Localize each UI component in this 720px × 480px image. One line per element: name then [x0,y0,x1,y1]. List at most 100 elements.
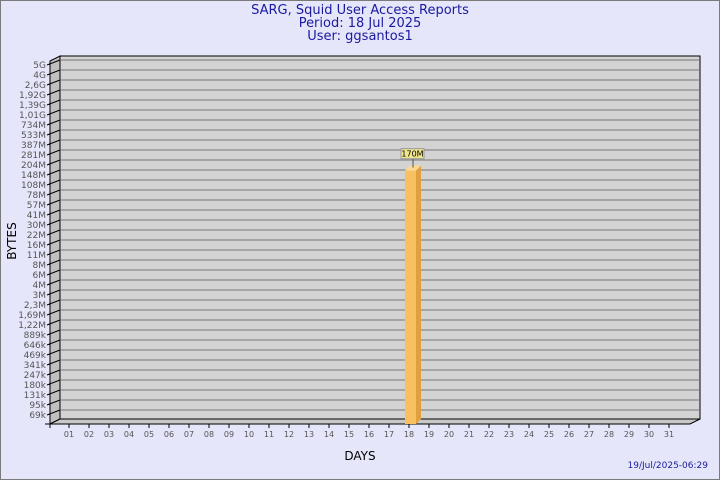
y-tick-label: 2,3M [24,301,46,311]
y-tick [46,269,61,276]
y-tick [46,389,61,396]
y-tick-label: 6M [33,271,47,281]
back-wall [59,55,701,420]
y-tick-label: 108M [21,181,46,191]
y-tick-label: 204M [21,161,46,171]
y-tick [46,319,61,326]
y-tick-label: 4M [33,281,47,291]
y-tick-label: 247k [24,371,47,381]
chart-period: Period: 18 Jul 2025 [298,16,422,31]
x-tick-label: 08 [204,430,214,439]
y-tick-label: 646k [24,341,47,351]
y-tick [46,79,61,86]
y-tick [46,349,61,356]
x-tick-label: 14 [324,430,334,439]
x-tick-label: 12 [284,430,294,439]
y-tick-label: 3M [33,291,47,301]
y-tick [46,279,61,286]
y-tick [46,59,61,66]
y-tick [46,299,61,306]
x-tick-label: 22 [484,430,494,439]
x-tick-label: 19 [424,430,434,439]
bar-side [416,165,421,424]
x-tick-label: 01 [64,430,74,439]
x-tick-label: 28 [604,430,614,439]
x-axis-title: DAYS [344,449,375,463]
x-tick-label: 18 [404,430,414,439]
x-tick-label: 11 [264,430,274,439]
y-tick [46,209,61,216]
y-axis-title: BYTES [5,222,19,259]
y-tick-label: 734M [21,121,46,131]
y-tick [46,359,61,366]
y-tick [46,169,61,176]
x-axis: 01 02 03 04 05 06 07 08 09 10 11 12 13 14 15 16 17 18 19 20… [45,423,690,439]
chart-title: SARG, Squid User Access Reports [251,3,469,18]
bar-top [405,165,421,171]
y-tick-label: 2,6G [25,81,46,91]
y-tick-label: 5G [33,61,46,71]
y-tick [46,199,61,206]
x-tick-label: 21 [464,430,474,439]
y-tick-label: 30M [27,221,46,231]
x-tick-label: 10 [244,430,254,439]
y-tick [46,379,61,386]
y-tick [46,399,61,406]
x-tick-label: 07 [184,430,194,439]
side-wall [49,55,61,425]
y-tick [46,69,61,76]
y-tick [46,159,61,166]
y-tick [46,229,61,236]
value-label: 170M [401,150,423,159]
y-tick [46,119,61,126]
x-tick-label: 16 [364,430,374,439]
y-tick [46,129,61,136]
bars: 170M [400,148,425,424]
y-tick-label: 57M [27,201,46,211]
y-tick [46,249,61,256]
y-tick [46,339,61,346]
x-tick-label: 06 [164,430,174,439]
y-tick-label: 22M [27,231,46,241]
y-tick [46,329,61,336]
x-tick-label: 03 [104,430,114,439]
floor [49,418,701,425]
plot-wall [49,55,701,425]
y-tick [46,369,61,376]
y-tick-label: 1,22M [18,321,46,331]
y-tick-label: 78M [27,191,46,201]
x-tick-label: 05 [144,430,154,439]
y-tick-label: 16M [27,241,46,251]
y-tick-label: 533M [21,131,46,141]
x-tick-label: 17 [384,430,394,439]
x-tick-label: 31 [664,430,674,439]
x-tick-label: 04 [124,430,134,439]
y-tick-label: 1,92G [19,91,46,101]
x-tick-label: 27 [584,430,594,439]
chart-user: User: ggsantos1 [307,29,413,44]
y-tick [46,309,61,316]
bar [405,170,416,424]
y-tick-label: 281M [21,151,46,161]
y-tick-label: 341k [24,361,47,371]
y-axis: 69k95k131k180k247k341k469k646k889k1,22M1… [18,59,700,428]
y-tick [46,289,61,296]
x-tick-label: 15 [344,430,354,439]
x-tick-label: 20 [444,430,454,439]
y-tick [46,219,61,226]
x-tick-label: 23 [504,430,514,439]
y-tick-label: 469k [24,351,47,361]
x-tick-label: 24 [524,430,534,439]
y-tick-label: 11M [27,251,46,261]
y-tick [46,179,61,186]
x-tick-label: 09 [224,430,234,439]
y-tick-label: 41M [27,211,46,221]
y-tick-label: 131k [24,391,47,401]
y-tick-label: 1,39G [19,101,46,111]
x-tick-label: 26 [564,430,574,439]
y-tick-label: 148M [21,171,46,181]
y-tick [46,189,61,196]
y-tick-label: 889k [24,331,47,341]
x-tick-label: 02 [84,430,94,439]
